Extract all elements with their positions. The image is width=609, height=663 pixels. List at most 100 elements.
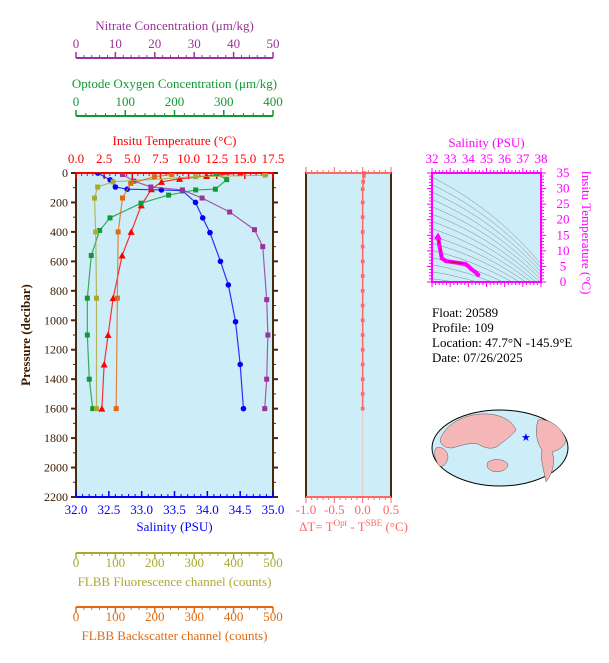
backscatter-point: [151, 174, 157, 180]
fluorescence-axis-title: FLBB Fluorescence channel (counts): [78, 574, 272, 589]
nitrate-point: [251, 227, 257, 233]
fluorescence-point: [95, 184, 101, 190]
oxygen-point: [212, 186, 218, 192]
fluorescence-point: [193, 174, 199, 180]
oxygen-point: [138, 200, 144, 206]
temperature-point: [118, 251, 126, 259]
density-contour: [432, 228, 532, 282]
salinity-tick-label: 34.0: [196, 502, 219, 517]
nitrate-line: [122, 173, 269, 409]
temperature-line: [101, 173, 241, 409]
fluorescence-line: [93, 174, 266, 409]
oxygen-tick-label: 0: [73, 94, 80, 109]
backscatter-point: [115, 229, 121, 235]
ts-x-tick-label: 34: [462, 151, 476, 166]
oxygen-axis-title: Optode Oxygen Concentration (μm/kg): [72, 76, 277, 91]
nitrate-point: [148, 184, 154, 190]
temperature-point: [158, 178, 166, 185]
y-tick-label: 600: [50, 254, 68, 268]
salinity-point: [112, 184, 119, 190]
y-tick-label: 2000: [44, 461, 68, 475]
backscatter-point: [113, 406, 119, 412]
temperature-tick-label: 15.0: [233, 151, 256, 166]
salinity-point: [192, 199, 199, 206]
map-land-america: [536, 419, 567, 483]
nitrate-tick-label: 30: [188, 36, 201, 51]
temperature-point: [176, 175, 184, 182]
nitrate-tick-label: 50: [267, 36, 280, 51]
ts-point: [469, 267, 474, 272]
ts-y-tick-label: 15: [557, 227, 570, 242]
salinity-point: [237, 361, 243, 368]
ts-y-tick-label: 25: [557, 196, 570, 211]
world-map: ★: [431, 409, 569, 487]
ts-y-tick-label: 10: [557, 243, 570, 258]
delta-t-point: [361, 180, 366, 184]
salinity-tick-label: 34.5: [229, 502, 252, 517]
nitrate-point: [260, 244, 266, 250]
ts-x-tick-label: 37: [516, 151, 530, 166]
delta-t-title-part: Opt: [334, 518, 348, 528]
backscatter-point: [128, 180, 134, 186]
density-contour: [432, 221, 537, 282]
ts-x-tick-label: 32: [426, 151, 439, 166]
backscatter-tick-label: 500: [263, 609, 283, 624]
backscatter-tick-label: 400: [224, 609, 244, 624]
delta-t-point: [360, 362, 365, 367]
salinity-point: [217, 258, 224, 265]
salinity-tick-label: 35.0: [262, 502, 285, 517]
fluorescence-point: [93, 229, 99, 235]
delta-t-point: [360, 187, 365, 191]
delta-t-tick-label: 0.0: [355, 502, 371, 517]
fluorescence-point: [262, 173, 268, 178]
delta-t-title-part: - T: [347, 519, 366, 534]
nitrate-point: [179, 187, 185, 193]
backscatter-tick-label: 200: [145, 609, 165, 624]
delta-t-point: [360, 200, 365, 205]
salinity-point: [207, 229, 213, 236]
y-tick-label: 2200: [44, 490, 68, 504]
ts-y-tick-label: 35: [557, 165, 570, 180]
density-contour: [432, 213, 541, 282]
density-contour: [432, 257, 504, 282]
delta-t-point: [362, 171, 367, 175]
ts-x-tick-label: 33: [444, 151, 457, 166]
delta-t-plot-area: [305, 172, 392, 498]
map-land-africa: [434, 447, 449, 467]
map-land-australia: [486, 459, 509, 472]
salinity-axis-title: Salinity (PSU): [136, 519, 212, 534]
y-tick-label: 0: [62, 166, 68, 180]
delta-t-axis-title: ΔT= TOpt - TSBE (°C): [299, 518, 408, 534]
oxygen-point: [90, 406, 96, 412]
oxygen-point: [84, 332, 90, 338]
temperature-point: [98, 405, 106, 412]
delta-t-point: [360, 274, 365, 278]
temperature-point: [100, 360, 108, 368]
nitrate-point: [199, 195, 205, 201]
delta-t-point: [360, 347, 365, 352]
backscatter-point: [114, 295, 120, 301]
ts-surface-marker: [433, 232, 442, 240]
oxygen-point: [166, 192, 172, 198]
salinity-point: [94, 173, 101, 176]
y-tick-label: 1600: [44, 402, 68, 416]
profile-panel: 0200400600800100012001400160018002000220…: [18, 18, 284, 643]
oxygen-tick-label: 200: [165, 94, 185, 109]
temperature-tick-label: 2.5: [96, 151, 112, 166]
fluorescence-point: [93, 406, 99, 412]
delta-t-point: [360, 377, 365, 381]
fluorescence-point: [110, 179, 116, 185]
y-tick-label: 1200: [44, 343, 68, 357]
salinity-tick-label: 33.0: [130, 502, 153, 517]
delta-t-point: [360, 333, 365, 337]
fluorescence-tick-label: 500: [263, 555, 283, 570]
delta-t-point: [360, 230, 365, 234]
delta-t-title-part: (°C): [382, 519, 408, 534]
ts-y-tick-label: 30: [557, 181, 570, 196]
temperature-axis-title: Insitu Temperature (°C): [113, 133, 237, 148]
fluorescence-tick-label: 100: [106, 555, 126, 570]
density-contour: [432, 242, 520, 282]
delta-t-point: [360, 289, 365, 293]
salinity-point: [240, 405, 247, 412]
